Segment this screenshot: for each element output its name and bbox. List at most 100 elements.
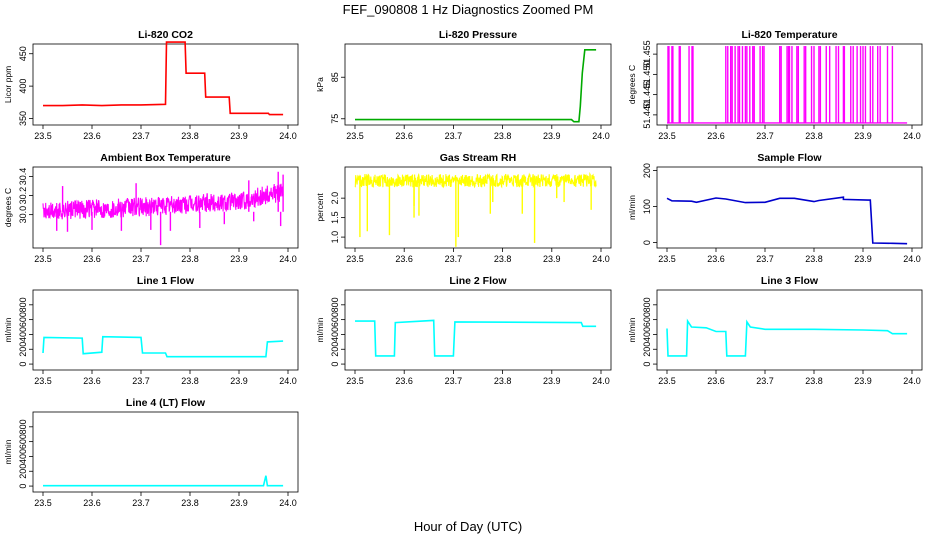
chart-panel-4: Ambient Box Temperature degrees C 23.5 23.6… xyxy=(3,152,299,264)
chart-panel-1: Li-820 CO2 Licor ppm 23.5 23.6 23.7 23.8 23.9 2… xyxy=(3,29,299,141)
x-tick-label: 24.0 xyxy=(903,376,921,386)
series-line xyxy=(355,48,597,123)
y-tick-label: 2.0 xyxy=(330,192,340,205)
plot-frame xyxy=(32,411,299,493)
panel-title: Sample Flow xyxy=(757,152,822,164)
x-tick-label: 23.6 xyxy=(83,131,101,141)
y-tick-label: 75 xyxy=(330,114,340,124)
x-tick-label: 23.7 xyxy=(445,131,463,141)
x-tick-label: 23.5 xyxy=(346,254,364,264)
y-axis-label: ml/min xyxy=(627,317,637,342)
chart-panel-3: Li-820 Temperature degrees C 23.5 23.6 23.7 2… xyxy=(627,29,923,141)
x-tick-label: 23.7 xyxy=(132,498,150,508)
y-tick-label: 30.2 xyxy=(18,187,28,205)
x-tick-label: 23.7 xyxy=(132,376,150,386)
plot-frame xyxy=(344,43,612,126)
panel-title: Line 3 Flow xyxy=(761,275,819,287)
x-tick-label: 23.8 xyxy=(805,254,823,264)
x-tick-label: 23.6 xyxy=(395,376,413,386)
y-tick-label: 600 xyxy=(18,434,28,449)
y-axis-label: ml/min xyxy=(3,439,13,464)
plot-frame xyxy=(344,166,612,249)
y-axis-label: ml/min xyxy=(627,195,637,220)
x-tick-label: 23.9 xyxy=(543,376,561,386)
x-tick-label: 23.8 xyxy=(805,376,823,386)
y-axis-label: kPa xyxy=(315,77,325,92)
y-tick-label: 51.445 xyxy=(642,81,652,109)
y-axis-label: percent xyxy=(315,193,325,222)
y-tick-label: 1.0 xyxy=(330,231,340,244)
x-tick-label: 23.8 xyxy=(181,498,199,508)
y-tick-label: 0 xyxy=(330,362,340,367)
x-tick-label: 23.8 xyxy=(181,254,199,264)
plot-frame xyxy=(656,289,923,371)
x-tick-label: 23.5 xyxy=(34,131,52,141)
y-tick-label: 800 xyxy=(18,297,28,312)
x-tick-label: 24.0 xyxy=(279,376,297,386)
series-line xyxy=(42,183,284,220)
x-tick-label: 24.0 xyxy=(592,376,610,386)
series-line xyxy=(666,318,908,357)
y-tick-label: 800 xyxy=(18,419,28,434)
x-tick-label: 23.9 xyxy=(230,498,248,508)
x-tick-label: 24.0 xyxy=(279,131,297,141)
x-tick-label: 23.7 xyxy=(132,254,150,264)
x-tick-label: 23.5 xyxy=(658,376,676,386)
panel-title: Li-820 Temperature xyxy=(741,29,837,41)
y-tick-label: 51.440 xyxy=(642,101,652,129)
x-tick-label: 23.5 xyxy=(34,376,52,386)
series-line xyxy=(43,41,284,116)
x-tick-label: 23.6 xyxy=(707,131,725,141)
y-tick-label: 800 xyxy=(642,297,652,312)
x-tick-label: 23.9 xyxy=(230,376,248,386)
y-tick-label: 400 xyxy=(18,327,28,342)
x-tick-label: 23.9 xyxy=(543,254,561,264)
x-tick-label: 23.6 xyxy=(707,376,725,386)
chart-panel-5: Gas Stream RH percent 23.5 23.6 23.7 23.8 23.9… xyxy=(315,152,612,264)
chart-panel-2: Li-820 Pressure kPa 23.5 23.6 23.7 23.8 23.9 24… xyxy=(315,29,612,141)
x-tick-label: 23.9 xyxy=(854,376,872,386)
x-tick-label: 23.6 xyxy=(83,376,101,386)
y-tick-label: 450 xyxy=(18,46,28,61)
y-tick-label: 400 xyxy=(18,79,28,94)
y-tick-label: 51.455 xyxy=(642,40,652,68)
x-tick-label: 23.7 xyxy=(756,254,774,264)
plot-frame xyxy=(656,166,923,249)
chart-panel-10: Line 4 (LT) Flow ml/min 23.5 23.6 23.7 23.8 23… xyxy=(3,397,299,508)
series-line xyxy=(666,196,908,245)
y-axis-label: degrees C xyxy=(3,188,13,227)
plot-frame xyxy=(32,289,299,371)
chart-panel-6: Sample Flow ml/min 23.5 23.6 23.7 23.8 23.9 24.… xyxy=(627,152,923,264)
y-axis-label: degrees C xyxy=(627,65,637,104)
x-tick-label: 24.0 xyxy=(279,254,297,264)
panel-title: Line 2 Flow xyxy=(449,275,507,287)
series-line xyxy=(42,335,284,358)
chart-panels: Li-820 CO2 Licor ppm 23.5 23.6 23.7 23.8 23.9 2… xyxy=(3,29,923,508)
x-tick-label: 23.7 xyxy=(445,254,463,264)
y-axis-label: ml/min xyxy=(3,317,13,342)
y-tick-label: 30.4 xyxy=(18,168,28,186)
y-tick-label: 0 xyxy=(642,362,652,367)
x-tick-label: 23.9 xyxy=(543,131,561,141)
chart-panel-7: Line 1 Flow ml/min 23.5 23.6 23.7 23.8 23.9 24.… xyxy=(3,275,299,386)
plot-frame xyxy=(656,43,923,126)
y-tick-label: 400 xyxy=(18,449,28,464)
x-tick-label: 23.8 xyxy=(181,131,199,141)
y-tick-label: 0 xyxy=(642,240,652,245)
x-tick-label: 23.8 xyxy=(805,131,823,141)
x-tick-label: 23.5 xyxy=(34,254,52,264)
x-tick-label: 23.9 xyxy=(854,254,872,264)
x-tick-label: 23.7 xyxy=(132,131,150,141)
series-line xyxy=(355,319,597,357)
x-tick-label: 23.9 xyxy=(230,131,248,141)
x-tick-label: 23.5 xyxy=(346,376,364,386)
figure-title: FEF_090808 1 Hz Diagnostics Zoomed PM xyxy=(343,2,594,17)
y-tick-label: 100 xyxy=(642,199,652,214)
panel-title: Gas Stream RH xyxy=(440,152,516,164)
y-tick-label: 350 xyxy=(18,111,28,126)
x-tick-label: 23.5 xyxy=(34,498,52,508)
x-tick-label: 23.8 xyxy=(494,254,512,264)
panel-title: Ambient Box Temperature xyxy=(100,152,231,164)
y-tick-label: 1.5 xyxy=(330,211,340,224)
y-tick-label: 51.450 xyxy=(642,61,652,89)
